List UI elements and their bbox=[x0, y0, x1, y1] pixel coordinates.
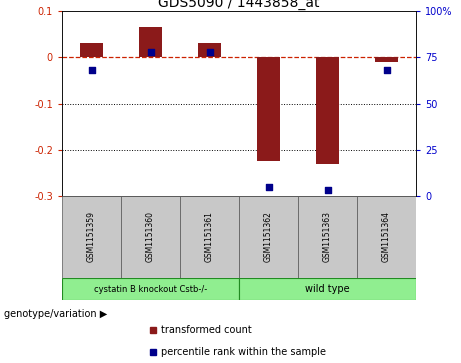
Text: wild type: wild type bbox=[305, 284, 350, 294]
Text: GSM1151363: GSM1151363 bbox=[323, 212, 332, 262]
Bar bbox=[139, 27, 162, 57]
Point bbox=[88, 67, 95, 73]
Bar bbox=[375, 57, 398, 62]
Bar bbox=[62, 278, 239, 300]
Text: GSM1151359: GSM1151359 bbox=[87, 212, 96, 262]
Bar bbox=[121, 196, 180, 278]
Text: GSM1151364: GSM1151364 bbox=[382, 212, 391, 262]
Bar bbox=[316, 57, 339, 164]
Bar bbox=[239, 196, 298, 278]
Text: GSM1151361: GSM1151361 bbox=[205, 212, 214, 262]
Bar bbox=[150, 327, 156, 333]
Bar bbox=[257, 57, 280, 161]
Bar bbox=[80, 43, 103, 57]
Text: GSM1151362: GSM1151362 bbox=[264, 212, 273, 262]
Text: percentile rank within the sample: percentile rank within the sample bbox=[161, 347, 326, 357]
Text: cystatin B knockout Cstb-/-: cystatin B knockout Cstb-/- bbox=[94, 285, 207, 294]
Text: genotype/variation ▶: genotype/variation ▶ bbox=[4, 309, 107, 319]
Bar bbox=[357, 196, 416, 278]
Title: GDS5090 / 1443858_at: GDS5090 / 1443858_at bbox=[158, 0, 320, 10]
Point bbox=[265, 184, 272, 189]
Bar bbox=[62, 196, 121, 278]
Bar bbox=[239, 278, 416, 300]
Text: GSM1151360: GSM1151360 bbox=[146, 212, 155, 262]
Point bbox=[383, 67, 390, 73]
Bar bbox=[180, 196, 239, 278]
Bar bbox=[298, 196, 357, 278]
Point bbox=[206, 49, 213, 54]
Point bbox=[147, 49, 154, 54]
Bar bbox=[198, 43, 221, 57]
Point bbox=[324, 188, 331, 193]
Bar bbox=[150, 348, 156, 355]
Text: transformed count: transformed count bbox=[161, 325, 252, 335]
